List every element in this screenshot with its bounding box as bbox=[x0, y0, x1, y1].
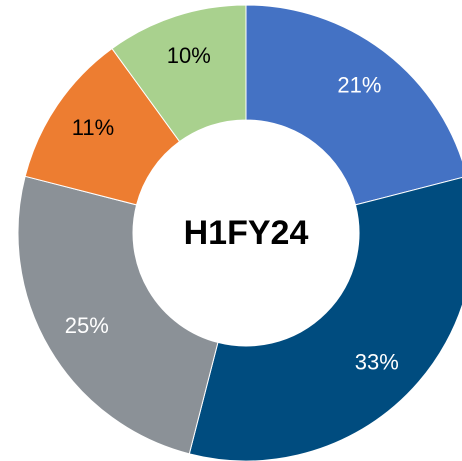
center-label: H1FY24 bbox=[184, 214, 309, 252]
data-label: 25% bbox=[65, 313, 109, 338]
data-label: 10% bbox=[167, 43, 211, 68]
slice bbox=[245, 4, 462, 206]
slice bbox=[111, 4, 247, 143]
slice bbox=[17, 175, 219, 455]
data-label: 33% bbox=[355, 350, 399, 375]
data-label: 11% bbox=[72, 115, 114, 140]
data-label: 21% bbox=[337, 73, 381, 98]
